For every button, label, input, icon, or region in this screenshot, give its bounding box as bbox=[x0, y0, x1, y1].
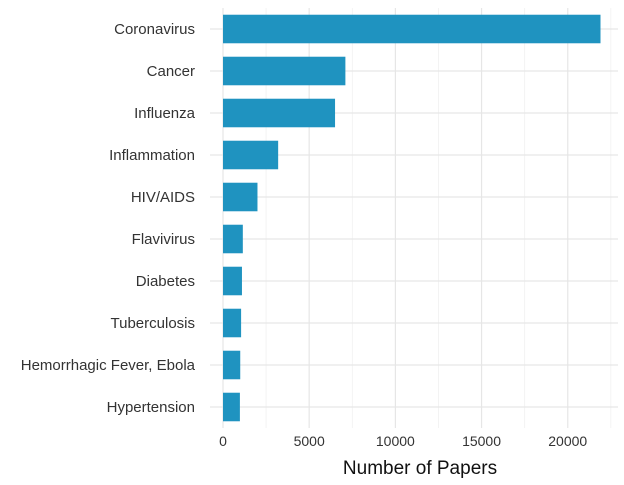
x-tick-label: 20000 bbox=[548, 433, 587, 449]
bar-hemorrhagic-fever-ebola bbox=[223, 350, 241, 380]
category-labels: Coronavirus Cancer Influenza Inflammation HI… bbox=[21, 21, 196, 416]
bar-hypertension bbox=[223, 392, 240, 422]
bar-inflammation bbox=[223, 140, 279, 170]
bar-influenza bbox=[223, 98, 336, 128]
bar-cancer bbox=[223, 56, 346, 86]
x-tick-label: 5000 bbox=[294, 433, 325, 449]
category-label: Hypertension bbox=[107, 399, 195, 416]
x-tick-label: 0 bbox=[219, 433, 227, 449]
bar-coronavirus bbox=[223, 14, 601, 44]
x-axis-title: Number of Papers bbox=[343, 458, 497, 479]
bar-flavivirus bbox=[223, 224, 243, 254]
category-label: Hemorrhagic Fever, Ebola bbox=[21, 357, 196, 374]
category-label: Influenza bbox=[134, 105, 196, 122]
category-label: Tuberculosis bbox=[111, 315, 195, 332]
category-label: Inflammation bbox=[109, 147, 195, 164]
x-tick-label: 10000 bbox=[376, 433, 415, 449]
bar-diabetes bbox=[223, 266, 242, 296]
x-tick-labels: 0 5000 10000 15000 20000 bbox=[219, 433, 587, 449]
category-label: Cancer bbox=[147, 63, 195, 80]
bar-hiv-aids bbox=[223, 182, 258, 212]
bar-tuberculosis bbox=[223, 308, 242, 338]
category-label: Flavivirus bbox=[132, 231, 195, 248]
x-tick-label: 15000 bbox=[462, 433, 501, 449]
category-label: Coronavirus bbox=[114, 21, 195, 38]
category-label: Diabetes bbox=[136, 273, 195, 290]
bars bbox=[223, 14, 601, 422]
category-label: HIV/AIDS bbox=[131, 189, 195, 206]
